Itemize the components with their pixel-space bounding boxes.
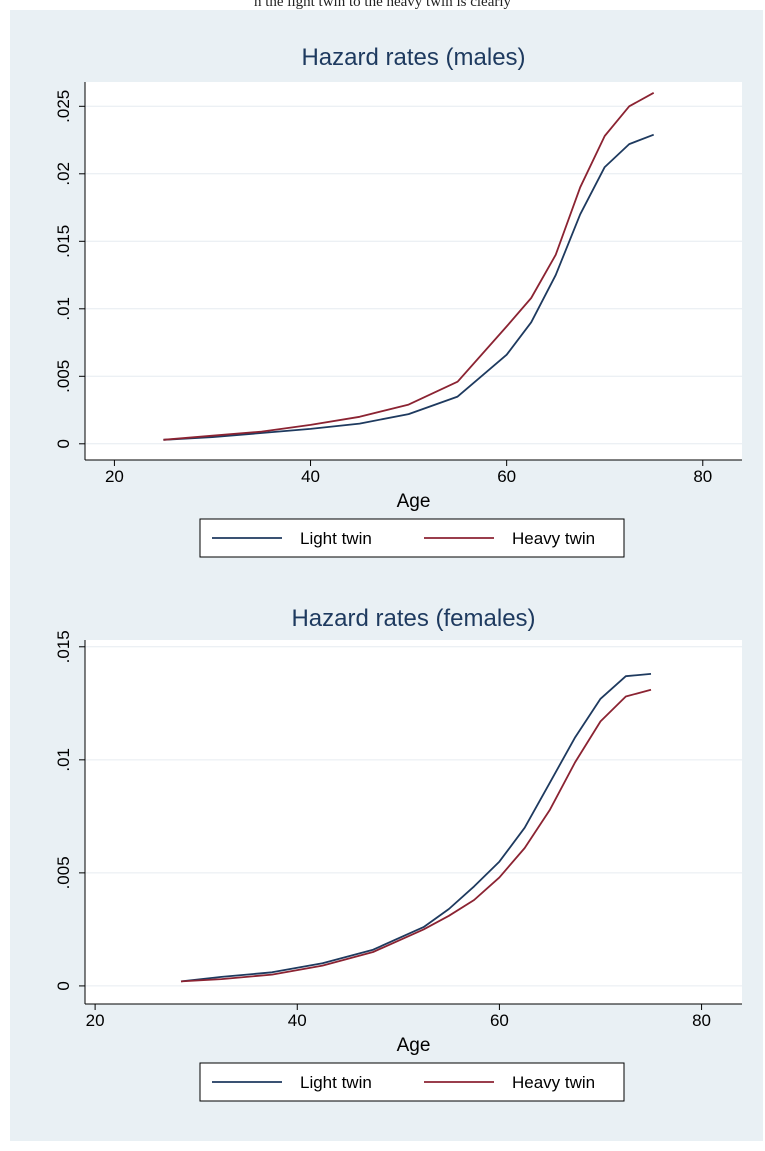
plot-area	[85, 640, 742, 1004]
chart-title: Hazard rates (females)	[291, 605, 535, 632]
x-axis-title: Age	[397, 491, 431, 512]
y-tick-label: .01	[54, 297, 73, 321]
y-tick-label: 0	[54, 439, 73, 448]
series-line-heavy-twin	[180, 688, 652, 983]
chart-panel-2: Hazard rates (females) 0 .005 .01 .015 20 40 60…	[54, 605, 742, 1102]
series-line-light-twin	[180, 673, 652, 983]
x-tick-label: 80	[692, 1011, 711, 1030]
legend-label: Heavy twin	[512, 1073, 595, 1092]
legend: Light twin Heavy twin	[199, 1062, 625, 1102]
y-tick-label: 0	[54, 981, 73, 990]
x-tick-label: 20	[105, 467, 124, 486]
chart-title: Hazard rates (males)	[301, 44, 525, 71]
y-tick-label: .01	[54, 748, 73, 772]
x-tick-label: 20	[86, 1011, 105, 1030]
y-tick-label: .005	[54, 856, 73, 889]
x-tick-label: 60	[490, 1011, 509, 1030]
series-line-heavy-twin	[163, 92, 655, 441]
y-tick-label: .015	[54, 225, 73, 258]
legend-label: Light twin	[300, 1073, 372, 1092]
legend-label: Light twin	[300, 529, 372, 548]
x-tick-label: 40	[288, 1011, 307, 1030]
x-axis-title: Age	[397, 1035, 431, 1056]
header-text: n the light twin to the heavy twin is cl…	[253, 0, 512, 10]
legend: Light twin Heavy twin	[199, 518, 625, 558]
y-tick-label: .02	[54, 162, 73, 186]
y-tick-label: .015	[54, 630, 73, 663]
legend-label: Heavy twin	[512, 529, 595, 548]
x-tick-label: 40	[301, 467, 320, 486]
y-tick-label: .025	[54, 90, 73, 123]
chart-panel-1: Hazard rates (males) 0 .005 .01 .015 .02 .025 2…	[54, 44, 742, 558]
series-line-light-twin	[163, 133, 655, 441]
x-tick-label: 80	[693, 467, 712, 486]
figure: Hazard rates (males) 0 .005 .01 .015 .02 .025 2…	[10, 10, 763, 1141]
y-tick-label: .005	[54, 360, 73, 393]
x-tick-label: 60	[497, 467, 516, 486]
plot-area	[85, 82, 742, 460]
